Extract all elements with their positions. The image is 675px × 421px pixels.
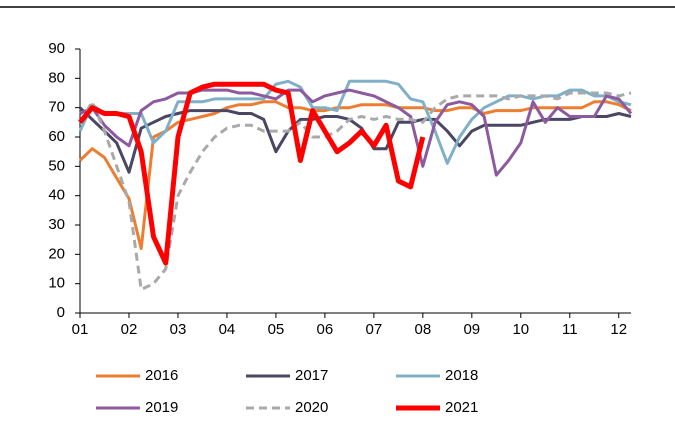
y-tick-label: 20: [48, 245, 65, 262]
legend-label: 2020: [295, 399, 328, 416]
legend-label: 2019: [145, 399, 178, 416]
x-tick-label: 07: [366, 321, 383, 338]
legend-label: 2018: [445, 367, 478, 384]
series-line: [78, 91, 632, 291]
y-tick-label: 10: [48, 275, 65, 292]
legend-label: 2016: [145, 367, 178, 384]
x-tick-label: 01: [72, 321, 89, 338]
x-tick-label: 06: [317, 321, 334, 338]
legend-label: 2017: [295, 367, 328, 384]
series-line: [78, 79, 632, 165]
x-tick-label: 08: [415, 321, 432, 338]
x-tick-label: 02: [121, 321, 138, 338]
x-tick-label: 11: [562, 321, 578, 338]
y-tick-label: 80: [48, 69, 65, 86]
legend-label: 2021: [445, 399, 478, 416]
x-tick-label: 03: [170, 321, 187, 338]
series-line: [78, 100, 632, 250]
series-line: [78, 81, 426, 266]
y-tick-label: 50: [48, 157, 65, 174]
x-tick-label: 12: [610, 321, 627, 338]
x-tick-label: 05: [268, 321, 285, 338]
x-tick-label: 10: [512, 321, 529, 338]
series-line: [79, 88, 633, 177]
y-tick-label: 30: [48, 216, 65, 233]
y-tick-label: 60: [48, 128, 65, 145]
y-tick-label: 70: [48, 99, 65, 116]
x-tick-label: 04: [219, 321, 236, 338]
x-tick-label: 09: [463, 321, 480, 338]
y-tick-label: 0: [57, 304, 65, 321]
y-tick-label: 40: [48, 187, 65, 204]
y-tick-label: 90: [48, 40, 65, 57]
